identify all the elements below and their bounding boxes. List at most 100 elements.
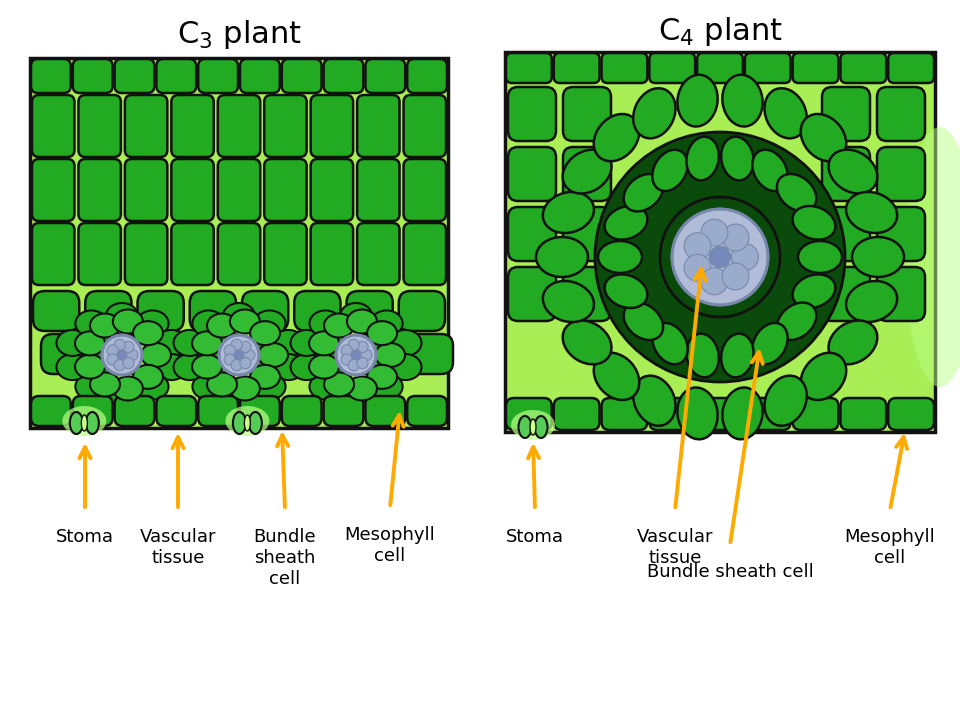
Ellipse shape xyxy=(136,310,169,336)
Ellipse shape xyxy=(309,374,342,400)
Ellipse shape xyxy=(511,410,555,440)
Ellipse shape xyxy=(245,415,251,431)
Ellipse shape xyxy=(347,377,377,400)
FancyBboxPatch shape xyxy=(171,223,214,285)
FancyBboxPatch shape xyxy=(822,147,870,201)
FancyBboxPatch shape xyxy=(32,159,75,221)
Ellipse shape xyxy=(253,310,285,336)
Ellipse shape xyxy=(57,354,88,380)
Circle shape xyxy=(357,358,368,369)
Ellipse shape xyxy=(563,150,612,194)
Ellipse shape xyxy=(136,374,169,400)
FancyBboxPatch shape xyxy=(311,159,353,221)
FancyBboxPatch shape xyxy=(398,291,445,331)
Ellipse shape xyxy=(229,377,260,400)
Ellipse shape xyxy=(223,381,255,407)
Ellipse shape xyxy=(828,150,877,194)
Ellipse shape xyxy=(226,406,270,436)
FancyBboxPatch shape xyxy=(354,334,400,374)
Circle shape xyxy=(341,345,352,356)
FancyBboxPatch shape xyxy=(877,207,925,261)
Ellipse shape xyxy=(624,174,663,212)
Ellipse shape xyxy=(530,419,536,435)
FancyBboxPatch shape xyxy=(506,53,552,83)
FancyBboxPatch shape xyxy=(877,267,925,321)
Ellipse shape xyxy=(846,192,898,233)
FancyBboxPatch shape xyxy=(697,53,743,83)
Circle shape xyxy=(123,358,134,369)
FancyBboxPatch shape xyxy=(822,87,870,141)
FancyBboxPatch shape xyxy=(31,59,71,93)
FancyBboxPatch shape xyxy=(125,95,167,157)
Ellipse shape xyxy=(291,330,323,356)
Ellipse shape xyxy=(594,353,639,400)
Ellipse shape xyxy=(594,114,639,161)
Ellipse shape xyxy=(340,381,372,407)
Ellipse shape xyxy=(793,274,835,308)
FancyBboxPatch shape xyxy=(508,87,556,141)
Circle shape xyxy=(240,358,252,369)
Ellipse shape xyxy=(801,353,846,400)
Text: Stoma: Stoma xyxy=(56,528,114,546)
FancyBboxPatch shape xyxy=(85,291,132,331)
Ellipse shape xyxy=(390,330,421,356)
Circle shape xyxy=(231,339,242,351)
Text: Mesophyll
cell: Mesophyll cell xyxy=(345,526,436,564)
Circle shape xyxy=(117,351,127,359)
Ellipse shape xyxy=(156,354,187,380)
Ellipse shape xyxy=(192,310,225,336)
Ellipse shape xyxy=(253,374,285,400)
Ellipse shape xyxy=(324,313,354,338)
FancyBboxPatch shape xyxy=(508,267,556,321)
Circle shape xyxy=(722,263,749,290)
FancyBboxPatch shape xyxy=(822,267,870,321)
Ellipse shape xyxy=(141,343,171,367)
Ellipse shape xyxy=(85,412,99,434)
Ellipse shape xyxy=(828,320,877,364)
Bar xyxy=(505,52,935,432)
Ellipse shape xyxy=(90,313,120,338)
FancyBboxPatch shape xyxy=(190,291,236,331)
Ellipse shape xyxy=(192,331,222,356)
FancyBboxPatch shape xyxy=(324,59,364,93)
FancyBboxPatch shape xyxy=(171,95,214,157)
Ellipse shape xyxy=(90,372,120,397)
FancyBboxPatch shape xyxy=(357,223,399,285)
Ellipse shape xyxy=(309,310,342,336)
FancyBboxPatch shape xyxy=(171,159,214,221)
FancyBboxPatch shape xyxy=(31,396,71,426)
FancyBboxPatch shape xyxy=(366,59,405,93)
FancyBboxPatch shape xyxy=(240,59,279,93)
Ellipse shape xyxy=(722,387,762,439)
FancyBboxPatch shape xyxy=(563,267,611,321)
Circle shape xyxy=(348,339,359,351)
Circle shape xyxy=(219,335,259,375)
FancyBboxPatch shape xyxy=(602,53,647,83)
Ellipse shape xyxy=(133,321,163,345)
Ellipse shape xyxy=(75,355,105,379)
FancyBboxPatch shape xyxy=(156,396,196,426)
FancyBboxPatch shape xyxy=(137,291,183,331)
Ellipse shape xyxy=(605,274,647,308)
Ellipse shape xyxy=(777,174,816,212)
Text: Vascular
tissue: Vascular tissue xyxy=(140,528,216,567)
Bar xyxy=(30,58,448,428)
Ellipse shape xyxy=(624,302,663,340)
FancyBboxPatch shape xyxy=(114,59,155,93)
FancyBboxPatch shape xyxy=(793,53,838,83)
Ellipse shape xyxy=(273,330,304,356)
FancyBboxPatch shape xyxy=(602,398,647,430)
Ellipse shape xyxy=(250,365,280,389)
Circle shape xyxy=(231,359,242,371)
FancyBboxPatch shape xyxy=(302,334,348,374)
Ellipse shape xyxy=(652,150,687,191)
Ellipse shape xyxy=(207,313,237,338)
Text: C$_3$ plant: C$_3$ plant xyxy=(177,18,301,51)
Ellipse shape xyxy=(686,137,719,181)
FancyBboxPatch shape xyxy=(793,398,838,430)
Text: Bundle sheath cell: Bundle sheath cell xyxy=(647,563,813,581)
Circle shape xyxy=(684,254,711,282)
Ellipse shape xyxy=(375,343,405,367)
Ellipse shape xyxy=(133,365,163,389)
Circle shape xyxy=(660,197,780,317)
